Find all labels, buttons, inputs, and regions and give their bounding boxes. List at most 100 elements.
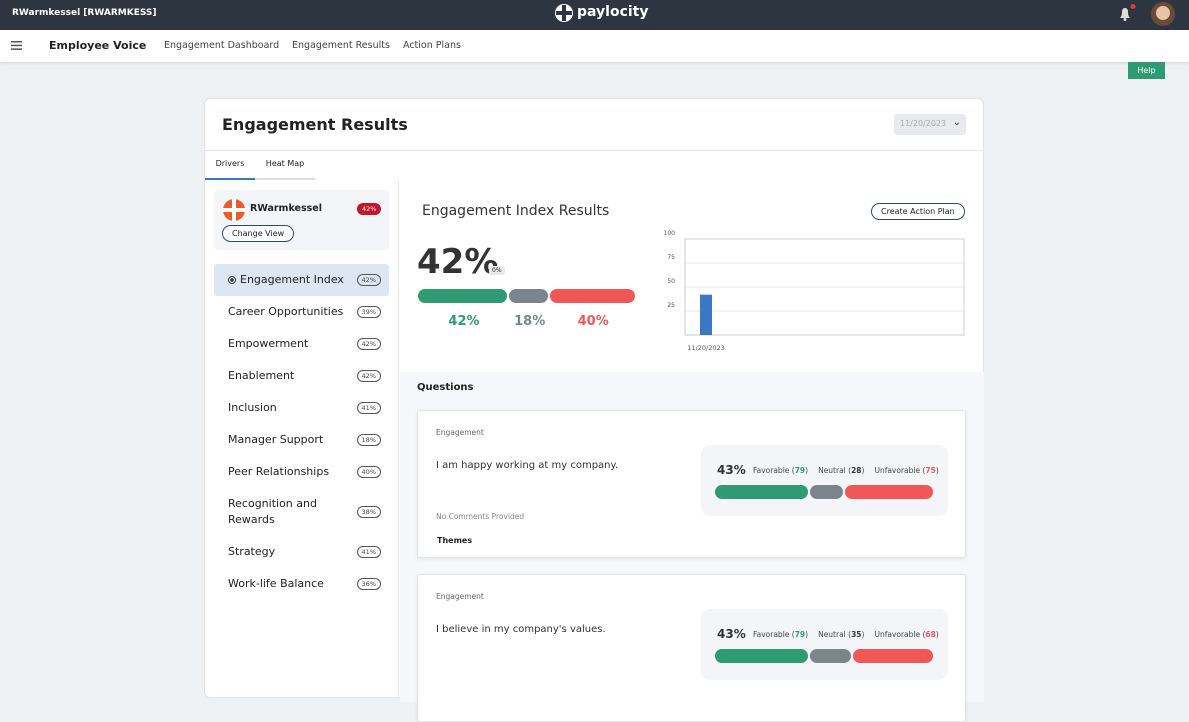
date-select[interactable]: 11/20/2023 ⌄ (894, 114, 966, 135)
questions-section: Questions Engagement I am happy working a… (400, 372, 984, 722)
driver-list: Engagement Index 42% Career Opportunities 3… (205, 264, 398, 600)
legend-label: Favorable (753, 466, 790, 475)
date-value: 11/20/2023 (900, 119, 947, 128)
user-name: RWarmkessel [RWARMKESS] (12, 8, 157, 18)
top-bar: RWarmkessel [RWARMKESS] paylocity (0, 0, 1189, 30)
score-legend: Favorable (79) Neutral (35) Unfavorable (6… (753, 630, 939, 639)
legend-count: 68 (925, 630, 936, 639)
driver-name: Peer Relationships (228, 465, 330, 478)
nav-bar: Employee Voice Engagement Dashboard Enga… (0, 30, 1189, 62)
score-segment (844, 485, 933, 499)
tab[interactable]: Drivers (205, 151, 255, 180)
legend-item: Neutral (35) (818, 630, 865, 639)
help-button[interactable]: Help (1128, 62, 1165, 79)
legend-count: 28 (851, 466, 862, 475)
driver-label: Manager Support (228, 432, 346, 448)
bar (700, 294, 712, 335)
driver-score: 42% (356, 274, 381, 286)
driver-name: Manager Support (228, 433, 324, 446)
question-text: I believe in my company's values. (436, 624, 606, 635)
change-view-button[interactable]: Change View (222, 225, 295, 242)
index-bar (418, 289, 637, 303)
logo-icon (555, 4, 573, 22)
notifications[interactable] (1117, 4, 1137, 24)
score-segment (715, 649, 808, 663)
card-title: Engagement Results (222, 115, 408, 134)
driver-name: Strategy (228, 545, 276, 558)
avatar[interactable] (1150, 0, 1176, 28)
themes-label: Themes (437, 536, 473, 545)
driver-score: 42% (356, 370, 381, 382)
legend-label: Favorable (753, 630, 790, 639)
nav-link[interactable]: Action Plans (403, 40, 461, 51)
legend-count: 75 (925, 466, 936, 475)
driver-item[interactable]: Enablement 42% (214, 360, 389, 392)
driver-label: Enablement (228, 368, 346, 384)
y-tick-label: 75 (667, 254, 675, 261)
app-name: Employee Voice (49, 39, 147, 52)
driver-score: 40% (356, 466, 381, 478)
create-action-plan-button[interactable]: Create Action Plan (871, 203, 965, 220)
driver-score: 18% (356, 434, 381, 446)
legend-label: Neutral (818, 630, 846, 639)
legend-item: Unfavorable (75) (874, 466, 939, 475)
legend-label: Unfavorable (874, 466, 921, 475)
driver-name: Engagement Index (240, 273, 344, 286)
legend-count: 35 (851, 630, 862, 639)
score-bar (715, 649, 935, 663)
driver-item[interactable]: Manager Support 18% (214, 424, 389, 456)
nav-link[interactable]: Engagement Dashboard (164, 40, 280, 51)
driver-name: Career Opportunities (228, 305, 344, 318)
questions-heading: Questions (417, 382, 474, 393)
legend-item: Favorable (79) (753, 630, 809, 639)
driver-item[interactable]: Inclusion 41% (214, 392, 389, 424)
driver-score: 41% (356, 546, 381, 558)
comments-note: No Comments Provided (436, 512, 525, 521)
breakdown-segment (418, 289, 508, 303)
y-tick-label: 100 (664, 230, 676, 237)
driver-score: 36% (356, 578, 381, 590)
driver-item[interactable]: Engagement Index 42% (214, 264, 389, 296)
divider (205, 150, 985, 151)
breakdown-label: 18% (514, 314, 546, 329)
driver-label: Peer Relationships (228, 464, 346, 480)
legend-item: Neutral (28) (818, 466, 865, 475)
driver-item[interactable]: Strategy 41% (214, 536, 389, 568)
legend-label: Neutral (818, 466, 846, 475)
question-category: Engagement (436, 428, 484, 437)
y-tick-label: 25 (667, 302, 675, 309)
driver-label: Empowerment (228, 336, 346, 352)
driver-item[interactable]: Recognition and Rewards 38% (214, 488, 389, 536)
legend-label: Unfavorable (874, 630, 921, 639)
legend-count: 79 (794, 466, 806, 475)
nav-link[interactable]: Engagement Results (292, 40, 390, 51)
chevron: ⌄ (952, 117, 961, 128)
driver-name: Work-life Balance (228, 577, 324, 590)
driver-label: Recognition and Rewards (228, 496, 346, 528)
driver-score: 41% (356, 402, 381, 414)
tab[interactable]: Heat Map (255, 151, 315, 180)
score-box: 43% Favorable (79) Neutral (28) Unfavorable… (701, 445, 948, 516)
menu-icon[interactable] (11, 41, 22, 50)
driver-label: Engagement Index (228, 272, 346, 288)
score-segment (809, 649, 852, 663)
question-score: 43% (717, 463, 746, 477)
breakdown-segment (509, 289, 548, 303)
driver-score: 39% (356, 306, 381, 318)
y-tick-label: 50 (667, 278, 675, 285)
driver-item[interactable]: Peer Relationships 40% (214, 456, 389, 488)
driver-name: Inclusion (228, 401, 277, 414)
driver-item[interactable]: Empowerment 42% (214, 328, 389, 360)
score-bar (715, 485, 935, 499)
index-labels: 42% 18% 40% (418, 314, 637, 334)
profile-icon (223, 199, 245, 221)
driver-item[interactable]: Career Opportunities 39% (214, 296, 389, 328)
x-tick-label: 11/20/2023 (687, 344, 724, 352)
driver-item[interactable]: Work-life Balance 36% (214, 568, 389, 600)
legend-item: Unfavorable (68) (874, 630, 939, 639)
legend-item: Favorable (79) (753, 466, 809, 475)
driver-label: Work-life Balance (228, 576, 346, 592)
question-score: 43% (717, 627, 746, 641)
driver-label: Inclusion (228, 400, 346, 416)
